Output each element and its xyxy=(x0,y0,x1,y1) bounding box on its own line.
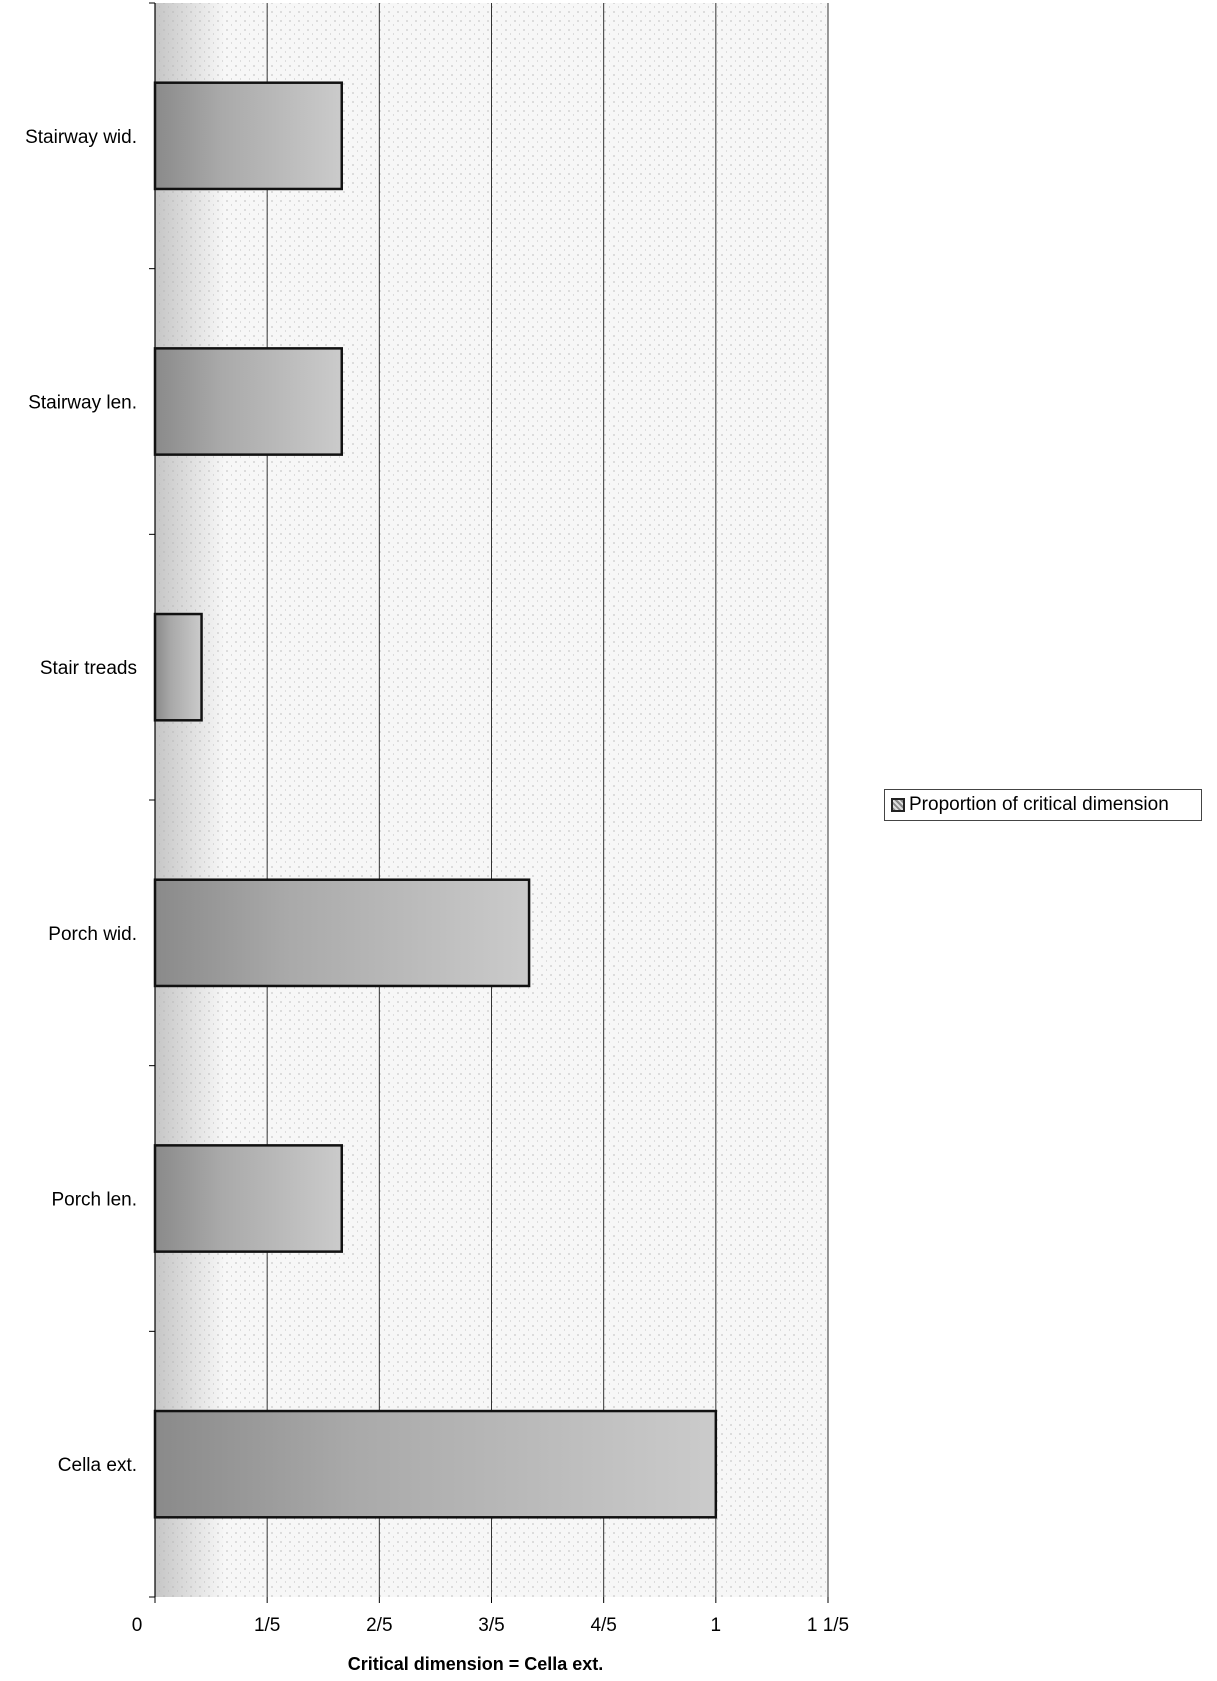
plot-area-shade xyxy=(155,3,225,1597)
bar-porch-len xyxy=(153,1144,344,1253)
bar-stair-treads xyxy=(153,612,203,722)
bar-cella-ext xyxy=(153,1409,718,1519)
x-axis-title: Critical dimension = Cella ext. xyxy=(348,1654,604,1674)
x-tick-label-6: 1 1/5 xyxy=(807,1615,849,1636)
category-label-2: Porch wid. xyxy=(48,924,137,945)
legend-label: Proportion of critical dimension xyxy=(909,794,1169,815)
category-label-4: Stairway len. xyxy=(28,393,137,414)
legend-swatch xyxy=(891,798,905,812)
chart-legend: Proportion of critical dimension xyxy=(884,789,1202,821)
category-label-3: Stair treads xyxy=(40,658,137,679)
category-label-5: Stairway wid. xyxy=(25,127,137,148)
bar-stairway-len xyxy=(153,347,344,456)
x-tick-label-1: 1/5 xyxy=(254,1615,280,1636)
bar-stairway-wid xyxy=(153,81,344,191)
bar-porch-wid xyxy=(153,878,531,988)
x-tick-label-5: 1 xyxy=(711,1615,722,1636)
x-tick-label-2: 2/5 xyxy=(366,1615,392,1636)
category-label-1: Porch len. xyxy=(51,1190,137,1211)
x-tick-label-3: 3/5 xyxy=(478,1615,504,1636)
x-tick-label-4: 4/5 xyxy=(590,1615,616,1636)
category-label-0: Cella ext. xyxy=(58,1455,137,1476)
x-tick-label-0: 0 xyxy=(132,1615,143,1636)
